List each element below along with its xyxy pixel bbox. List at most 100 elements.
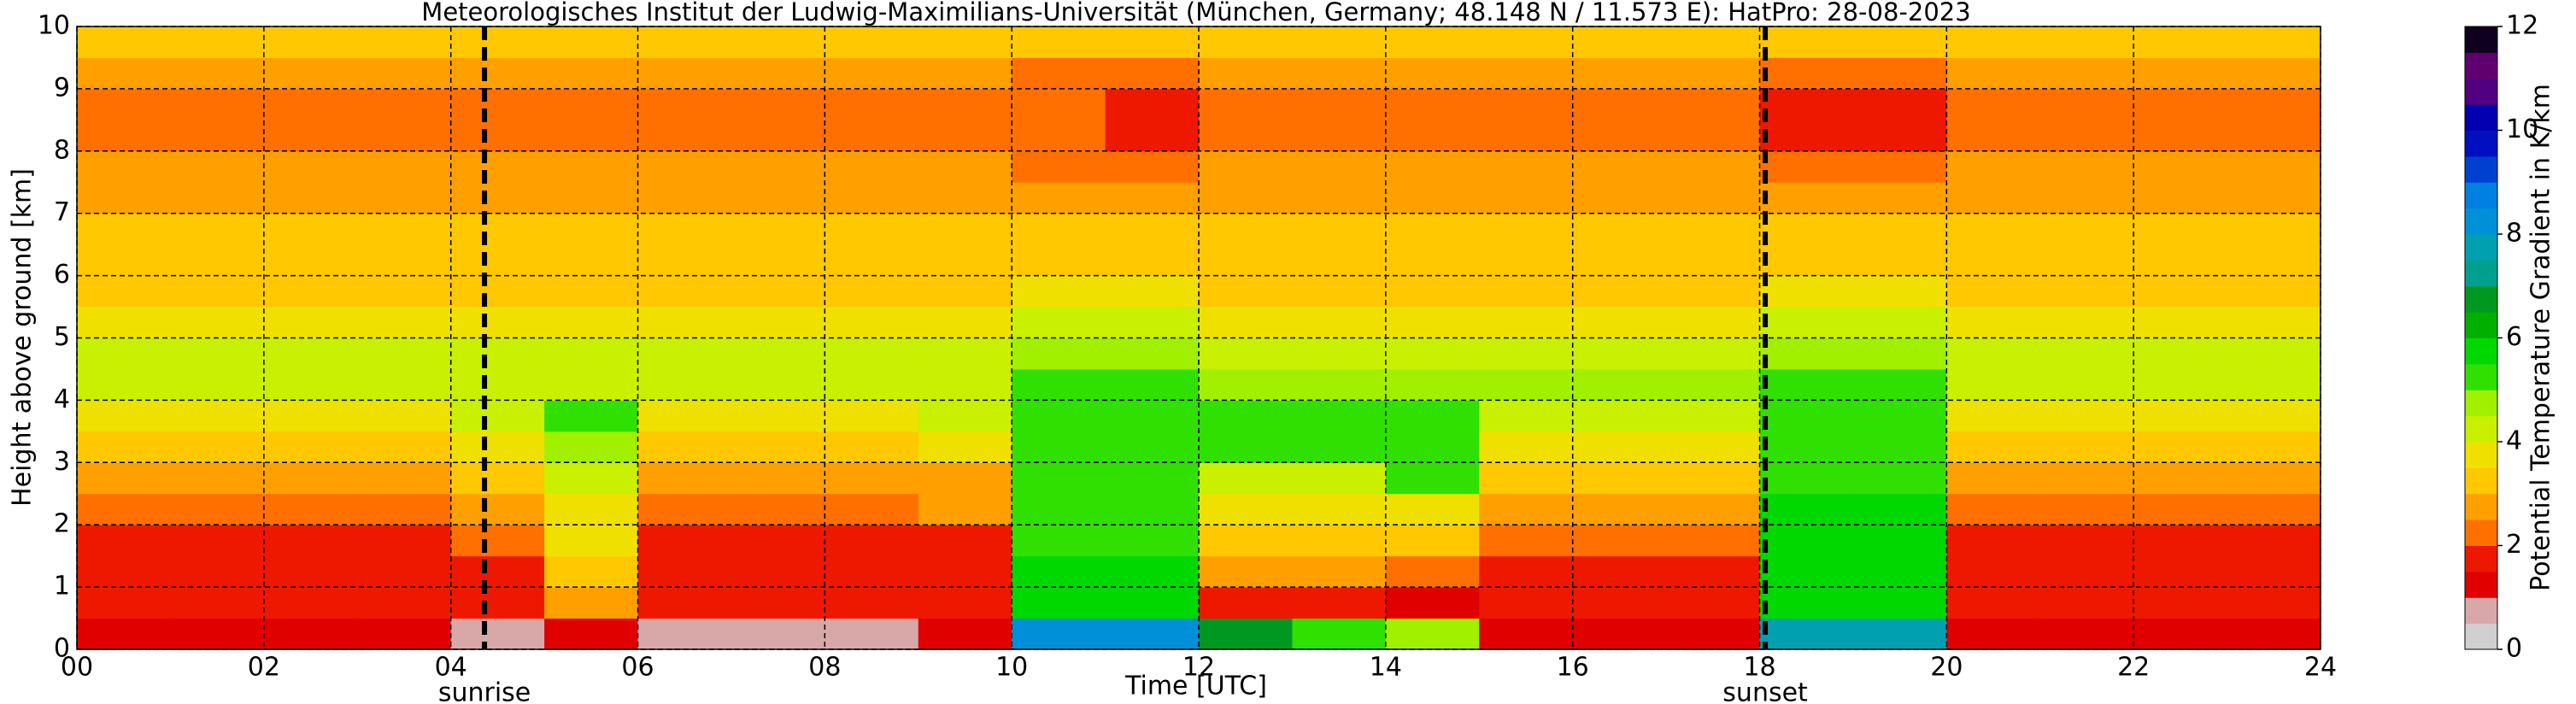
cell [637, 182, 732, 214]
cell [1012, 120, 1106, 152]
cell [1105, 150, 1200, 183]
cell [77, 400, 171, 432]
cell [731, 213, 825, 245]
chart-title: Meteorologisches Institut der Ludwig-Max… [421, 0, 1970, 26]
cell [1759, 275, 1854, 308]
cell [1292, 150, 1387, 183]
cell [450, 26, 545, 58]
cell [731, 150, 825, 183]
cell [1199, 462, 1293, 495]
cell [918, 88, 1012, 120]
cell [1199, 431, 1293, 463]
cell [1946, 587, 2041, 619]
cell [637, 88, 732, 120]
colorbar-band [2465, 467, 2497, 495]
cell [450, 400, 545, 432]
cell [637, 120, 732, 152]
cell [544, 213, 638, 245]
cell [544, 431, 638, 463]
cell [2039, 57, 2134, 90]
cell [357, 525, 452, 557]
cell [263, 555, 358, 588]
x-tick-label: 18 [1743, 653, 1775, 683]
cell [1385, 431, 1480, 463]
cell [824, 150, 919, 183]
cell [1105, 368, 1200, 401]
cell [731, 244, 825, 277]
cell [1199, 120, 1293, 152]
cell [637, 587, 732, 619]
cell [1012, 88, 1106, 120]
cell [77, 26, 171, 58]
cell [357, 368, 452, 401]
cell [1105, 337, 1200, 370]
cell [637, 150, 732, 183]
cell [1479, 431, 1574, 463]
cell [1759, 182, 1854, 214]
cell [824, 462, 919, 495]
cell [2039, 26, 2134, 58]
cell [1666, 525, 1760, 557]
cell [2227, 88, 2321, 120]
cell [637, 275, 732, 308]
cell [1199, 555, 1293, 588]
cell [637, 26, 732, 58]
cell [263, 88, 358, 120]
cell [1759, 213, 1854, 245]
cell [1385, 525, 1480, 557]
cell [1759, 493, 1854, 525]
cell [1012, 462, 1106, 495]
cell [637, 493, 732, 525]
cell [824, 182, 919, 214]
cell [2227, 525, 2321, 557]
cell [170, 213, 265, 245]
cell [2133, 88, 2228, 120]
cell [1105, 120, 1200, 152]
cell [1852, 182, 1947, 214]
cell [731, 431, 825, 463]
colorbar-band [2465, 26, 2497, 53]
colorbar-band [2465, 363, 2497, 390]
cell [1385, 88, 1480, 120]
cell [824, 493, 919, 525]
cell [824, 587, 919, 619]
cell [1292, 182, 1387, 214]
cell [1199, 275, 1293, 308]
cell [1292, 337, 1387, 370]
cell [1479, 555, 1574, 588]
cell [1105, 587, 1200, 619]
cell [824, 213, 919, 245]
cell [1946, 525, 2041, 557]
cell [731, 618, 825, 650]
cell [1385, 182, 1480, 214]
cell [1852, 525, 1947, 557]
cell [1666, 213, 1760, 245]
cell [824, 368, 919, 401]
colorbar-band [2465, 337, 2497, 365]
cell [357, 57, 452, 90]
y-tick-label: 4 [54, 384, 70, 414]
cell [2227, 618, 2321, 650]
cell [918, 493, 1012, 525]
cell [1199, 88, 1293, 120]
cell [1385, 587, 1480, 619]
cell [1852, 120, 1947, 152]
cell [1759, 244, 1854, 277]
cell [1852, 244, 1947, 277]
cell [637, 525, 732, 557]
cell [357, 182, 452, 214]
cell [170, 368, 265, 401]
cell [2039, 400, 2134, 432]
cell [1292, 57, 1387, 90]
cell [1105, 493, 1200, 525]
event-label: sunrise [438, 678, 531, 704]
cell [731, 337, 825, 370]
cell [1292, 213, 1387, 245]
cell [357, 244, 452, 277]
cell [1852, 275, 1947, 308]
cell [1759, 525, 1854, 557]
cell [824, 431, 919, 463]
cell [1292, 275, 1387, 308]
cell [637, 307, 732, 338]
cell [544, 462, 638, 495]
